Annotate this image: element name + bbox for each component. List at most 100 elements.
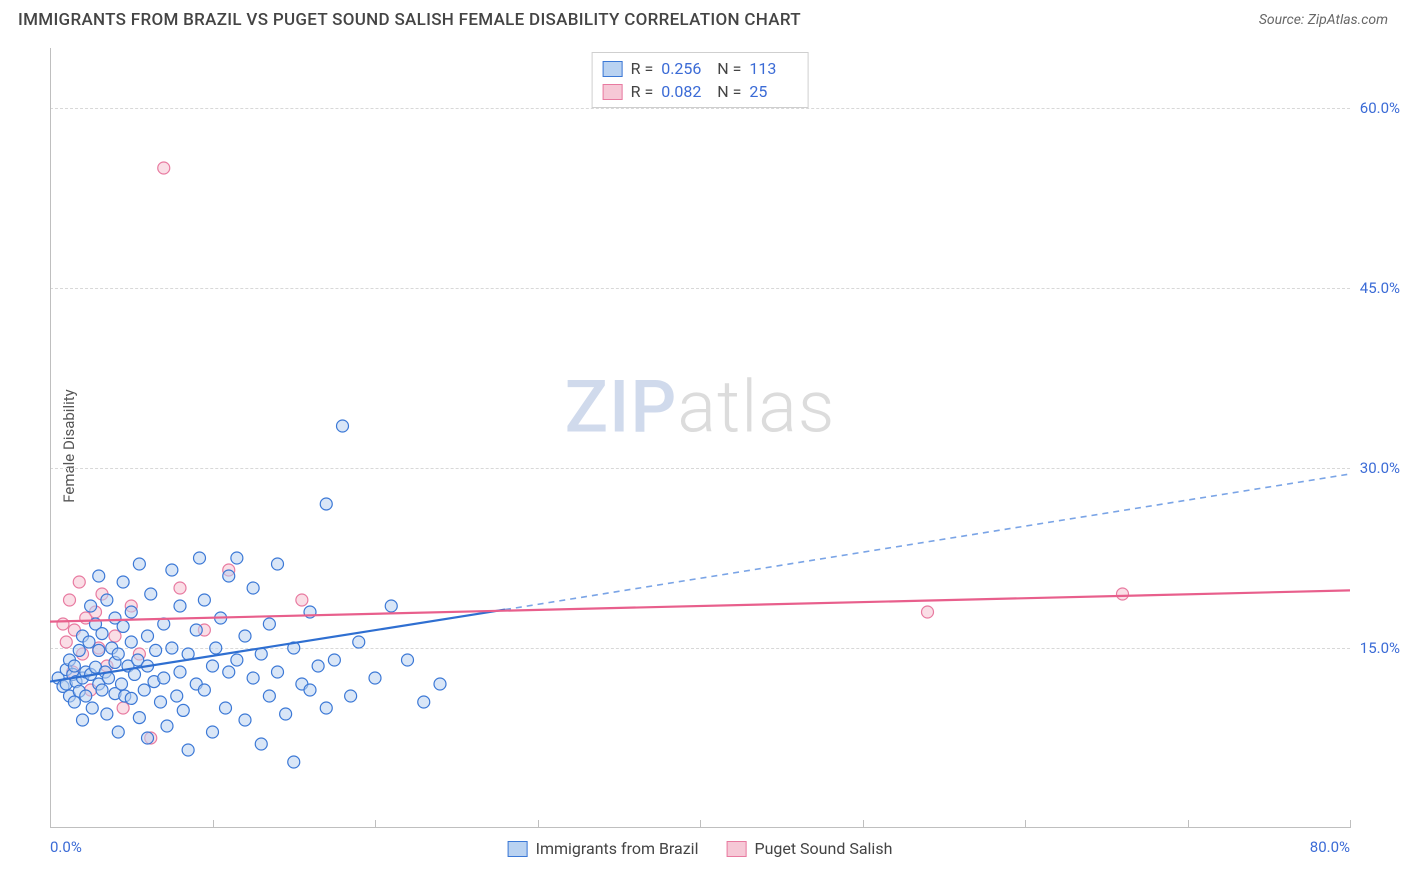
y-tick-label: 60.0% xyxy=(1360,99,1400,117)
scatter-point xyxy=(280,708,292,720)
scatter-point xyxy=(239,630,251,642)
scatter-point xyxy=(385,600,397,612)
x-tick-label: 80.0% xyxy=(1310,838,1350,856)
scatter-point xyxy=(320,702,332,714)
scatter-point xyxy=(93,644,105,656)
scatter-point xyxy=(171,690,183,702)
scatter-point xyxy=(174,600,186,612)
y-tick-label: 45.0% xyxy=(1360,279,1400,297)
scatter-point xyxy=(101,594,113,606)
scatter-point xyxy=(174,666,186,678)
scatter-point xyxy=(207,660,219,672)
scatter-point xyxy=(101,708,113,720)
y-tick-label: 30.0% xyxy=(1360,459,1400,477)
scatter-point xyxy=(125,636,137,648)
scatter-point xyxy=(77,714,89,726)
legend-swatch-1 xyxy=(603,84,623,100)
scatter-point xyxy=(328,654,340,666)
legend-row-series-0: R = 0.256 N = 113 xyxy=(603,57,798,80)
trend-line xyxy=(505,474,1350,610)
scatter-point xyxy=(138,684,150,696)
chart-plot-area: ZIPatlas R = 0.256 N = 113 R = 0.082 N =… xyxy=(50,48,1350,828)
scatter-point xyxy=(223,570,235,582)
n-value-0: 113 xyxy=(749,59,797,78)
scatter-point xyxy=(125,606,137,618)
scatter-point xyxy=(288,756,300,768)
legend-swatch-bottom-1 xyxy=(726,841,746,857)
title-bar: IMMIGRANTS FROM BRAZIL VS PUGET SOUND SA… xyxy=(0,0,1406,38)
chart-title: IMMIGRANTS FROM BRAZIL VS PUGET SOUND SA… xyxy=(18,10,801,30)
legend-swatch-0 xyxy=(603,61,623,77)
scatter-point xyxy=(116,678,128,690)
scatter-point xyxy=(220,702,232,714)
scatter-point xyxy=(223,666,235,678)
scatter-point xyxy=(86,702,98,714)
scatter-point xyxy=(129,668,141,680)
r-value-1: 0.082 xyxy=(661,82,709,101)
scatter-point xyxy=(198,684,210,696)
scatter-point xyxy=(112,726,124,738)
scatter-point xyxy=(174,582,186,594)
scatter-point xyxy=(109,630,121,642)
n-label: N = xyxy=(717,82,741,101)
scatter-point xyxy=(60,636,72,648)
y-tick-label: 15.0% xyxy=(1360,639,1400,657)
scatter-point xyxy=(402,654,414,666)
scatter-point xyxy=(133,558,145,570)
scatter-point xyxy=(369,672,381,684)
scatter-point xyxy=(296,594,308,606)
scatter-point xyxy=(85,600,97,612)
scatter-point xyxy=(263,690,275,702)
scatter-point xyxy=(117,620,129,632)
scatter-point xyxy=(158,162,170,174)
scatter-point xyxy=(231,552,243,564)
scatter-point xyxy=(263,618,275,630)
scatter-point xyxy=(345,690,357,702)
n-value-1: 25 xyxy=(749,82,797,101)
scatter-point xyxy=(434,678,446,690)
scatter-point xyxy=(57,618,69,630)
scatter-point xyxy=(247,672,259,684)
scatter-point xyxy=(80,690,92,702)
scatter-point xyxy=(177,704,189,716)
scatter-point xyxy=(922,606,934,618)
scatter-point xyxy=(272,666,284,678)
scatter-svg xyxy=(50,48,1350,828)
scatter-point xyxy=(93,570,105,582)
scatter-point xyxy=(247,582,259,594)
scatter-point xyxy=(166,564,178,576)
legend-label-1: Puget Sound Salish xyxy=(754,839,892,858)
scatter-point xyxy=(182,744,194,756)
scatter-point xyxy=(255,738,267,750)
scatter-point xyxy=(231,654,243,666)
legend-item-0: Immigrants from Brazil xyxy=(508,839,699,858)
trend-line xyxy=(50,590,1350,621)
legend-item-1: Puget Sound Salish xyxy=(726,839,892,858)
scatter-point xyxy=(272,558,284,570)
scatter-point xyxy=(133,712,145,724)
scatter-point xyxy=(210,642,222,654)
legend-series: Immigrants from Brazil Puget Sound Salis… xyxy=(508,839,893,858)
scatter-point xyxy=(150,644,162,656)
scatter-point xyxy=(198,594,210,606)
scatter-point xyxy=(1117,588,1129,600)
r-value-0: 0.256 xyxy=(661,59,709,78)
scatter-point xyxy=(112,648,124,660)
source-attribution: Source: ZipAtlas.com xyxy=(1259,12,1388,28)
legend-label-0: Immigrants from Brazil xyxy=(536,839,699,858)
scatter-point xyxy=(96,684,108,696)
scatter-point xyxy=(117,702,129,714)
scatter-point xyxy=(353,636,365,648)
legend-swatch-bottom-0 xyxy=(508,841,528,857)
scatter-point xyxy=(68,696,80,708)
scatter-point xyxy=(142,630,154,642)
source-label: Source: xyxy=(1259,12,1304,28)
scatter-point xyxy=(73,644,85,656)
scatter-point xyxy=(194,552,206,564)
scatter-point xyxy=(166,642,178,654)
x-tick-label: 0.0% xyxy=(50,838,82,856)
scatter-point xyxy=(190,624,202,636)
r-label: R = xyxy=(631,82,654,101)
scatter-point xyxy=(64,594,76,606)
x-tick xyxy=(1350,820,1351,828)
